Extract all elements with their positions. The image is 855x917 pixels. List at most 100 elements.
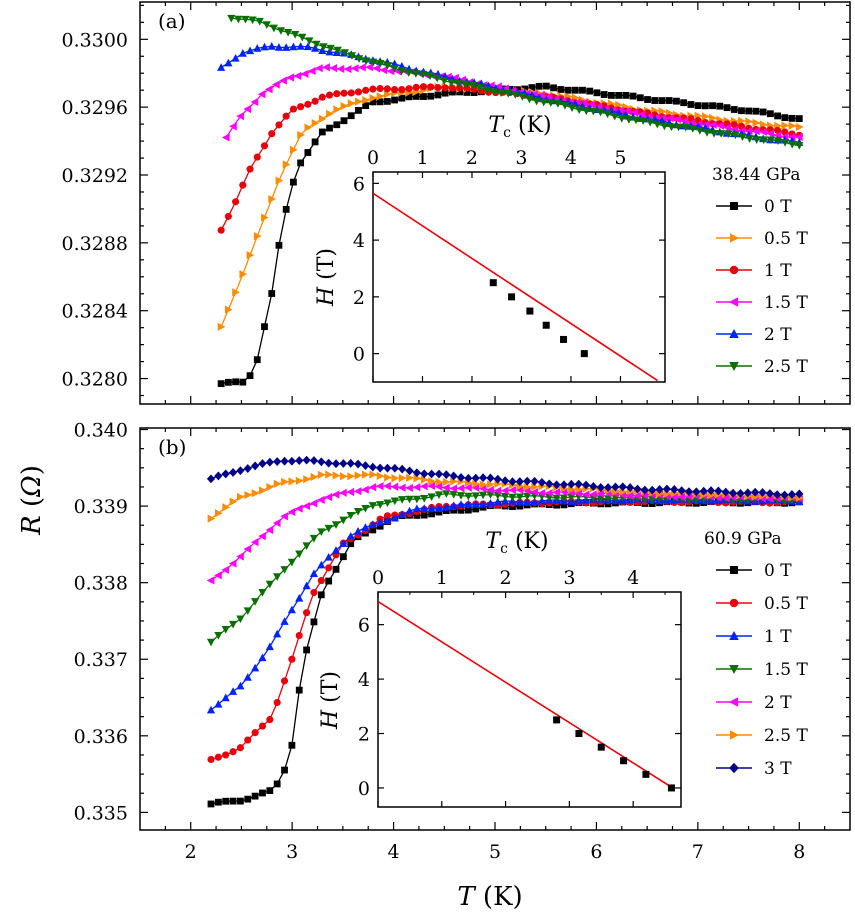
data-point [358,63,366,72]
data-point [412,468,421,478]
data-point [383,499,392,508]
data-point [537,489,546,498]
inset-data-point [597,743,605,751]
data-point [231,53,240,62]
data-point [759,120,768,129]
panel-a-pressure-label: 38.44 GPa [712,165,800,185]
data-point [224,212,232,220]
data-point [273,698,281,707]
data-point [530,497,539,506]
data-point [670,485,679,494]
data-point [326,124,333,132]
data-point [721,493,730,502]
data-point [217,63,226,71]
data-point [774,126,782,134]
data-point [368,502,377,510]
data-point [361,505,370,513]
data-point [412,495,421,504]
data-point [515,493,524,502]
data-point [298,33,307,42]
data-point [375,482,384,491]
data-point [622,91,630,99]
data-point [273,457,282,466]
panel-b: (b) 2 3 4 5 6 7 8 0.335 0.336 0.337 0.338 0.339 0.34… [74,420,851,863]
data-point [684,487,694,497]
data-point [501,493,510,501]
data-point [339,459,348,468]
data-point [559,480,569,490]
data-point [229,797,237,805]
data-point [630,108,638,117]
data-point [680,117,689,126]
data-point [214,571,222,580]
data-point [545,479,554,489]
data-point [324,552,333,561]
data-point [383,85,391,93]
y-tick-label: 0.3296 [62,97,128,119]
data-point [355,55,364,63]
data-point [332,565,340,573]
data-point [420,482,428,491]
data-point [340,117,348,125]
data-point [217,226,225,234]
data-point [575,106,584,115]
data-point [687,101,695,108]
data-point [464,483,472,492]
data-point [658,107,667,116]
data-point [339,472,348,481]
data-point [412,93,420,100]
data-point [673,97,680,105]
data-point [560,501,568,509]
data-point [390,497,399,506]
panel-b-inset-x-label: Tc (K) [485,529,548,557]
data-point [568,104,577,113]
data-point [795,489,804,499]
data-point [426,72,435,81]
data-point [350,64,359,73]
data-point [559,487,568,496]
data-point [391,85,399,94]
x-axis-label: T (K) [457,882,522,912]
data-point [376,84,384,93]
data-point [273,573,282,581]
data-point [361,523,370,531]
data-point [427,92,435,100]
data-point [309,569,319,577]
data-point [222,797,230,805]
inset-fit-line [372,192,659,382]
data-point [310,472,319,482]
data-point [738,107,745,115]
data-point [265,580,274,589]
data-point [390,513,399,522]
data-point [441,84,449,92]
data-point [542,82,550,90]
data-point [618,482,627,492]
data-point [673,115,681,124]
data-point [398,510,407,519]
data-point [361,485,369,494]
data-point [214,798,222,806]
data-point [383,62,392,70]
data-point [369,58,378,67]
data-point [636,94,644,102]
data-point [738,116,746,126]
data-point [677,492,686,502]
data-point [412,504,421,513]
data-point [714,486,723,496]
data-point [774,112,782,120]
data-point [302,542,311,550]
data-point [331,459,341,469]
data-point [221,626,230,634]
data-point [340,89,348,97]
data-point [280,512,288,521]
data-point [376,522,384,530]
inset-data-point [526,307,534,315]
x-tick-label: 7 [692,841,704,863]
y-tick-label: 0.339 [74,496,128,518]
data-point [589,107,598,116]
data-point [368,483,377,492]
data-point [346,458,355,468]
y-tick-label: 0.3300 [62,29,128,51]
data-point [295,631,303,640]
data-point [369,98,377,106]
